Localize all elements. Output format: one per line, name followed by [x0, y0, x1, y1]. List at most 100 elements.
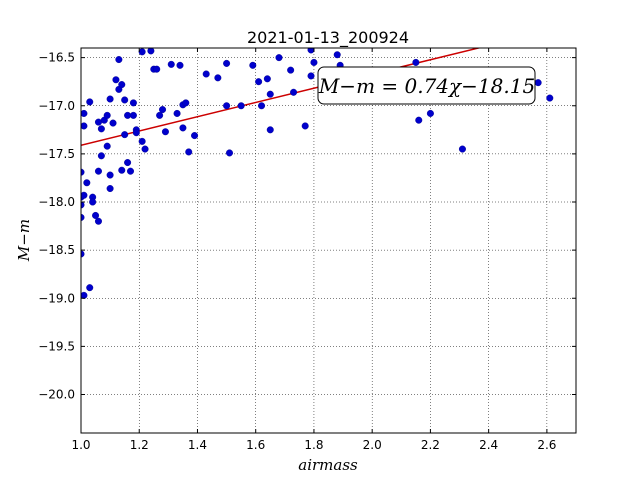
x-tick-label: 1.6: [246, 438, 265, 452]
x-tick-label: 2.0: [363, 438, 382, 452]
y-axis-ticks: −16.5 −17.0 −17.5 −18.0 −18.5 −19.0 −19.5 −20.0: [38, 51, 576, 402]
data-point: [81, 201, 85, 209]
data-point: [159, 106, 167, 114]
data-point: [106, 185, 114, 193]
data-point: [112, 76, 120, 84]
data-point: [86, 98, 94, 106]
data-point: [185, 148, 193, 156]
data-point: [161, 128, 169, 136]
y-tick-label: −16.5: [38, 51, 75, 65]
fit-annotation: M−m = 0.74χ−18.15: [317, 66, 536, 105]
data-point: [237, 102, 245, 110]
chart-title: 2021-01-13_200924: [247, 28, 409, 48]
data-point: [179, 124, 187, 132]
data-point: [287, 66, 295, 74]
data-point: [307, 72, 315, 80]
data-point: [458, 145, 466, 153]
y-axis-label: M−m: [15, 219, 33, 262]
data-point: [290, 88, 298, 96]
data-point: [156, 111, 164, 119]
data-point: [81, 109, 88, 117]
data-point: [86, 284, 94, 292]
data-point: [129, 111, 137, 119]
data-point: [129, 99, 137, 107]
data-point: [301, 122, 309, 130]
data-point: [153, 65, 161, 73]
data-points: [81, 48, 554, 299]
data-point: [97, 125, 105, 133]
annotation-text: M−m = 0.74χ−18.15: [318, 74, 535, 98]
data-point: [118, 166, 126, 174]
data-point: [103, 111, 111, 119]
data-point: [333, 51, 341, 59]
data-point: [81, 213, 85, 221]
data-point: [89, 198, 97, 206]
y-tick-label: −18.5: [38, 243, 75, 257]
data-point: [118, 81, 126, 89]
y-tick-label: −19.5: [38, 339, 75, 353]
data-point: [97, 152, 105, 160]
data-point: [92, 211, 100, 219]
data-point: [138, 137, 146, 145]
data-point: [81, 291, 88, 299]
x-tick-label: 1.4: [188, 438, 207, 452]
data-point: [173, 109, 181, 117]
x-axis-label: airmass: [298, 456, 358, 474]
data-point: [81, 168, 85, 176]
data-point: [94, 167, 102, 175]
data-point: [182, 99, 190, 107]
data-point: [176, 61, 184, 69]
data-point: [81, 250, 85, 258]
plot-area: 1.0 1.2 1.4 1.6 1.8 2.0 2.2 2.4 2.6 −16.5 −17.0 −1…: [38, 47, 577, 452]
x-tick-label: 2.6: [537, 438, 556, 452]
data-point: [223, 102, 231, 110]
data-point: [266, 90, 274, 98]
x-tick-label: 1.2: [130, 438, 149, 452]
data-point: [109, 119, 117, 127]
data-point: [83, 179, 91, 187]
data-point: [546, 94, 554, 102]
data-point: [106, 95, 114, 103]
data-point: [263, 75, 271, 83]
y-tick-label: −17.0: [38, 99, 75, 113]
data-point: [141, 145, 149, 153]
data-point: [266, 126, 274, 134]
y-tick-label: −17.5: [38, 147, 75, 161]
y-tick-label: −18.0: [38, 195, 75, 209]
data-point: [426, 109, 434, 117]
data-point: [106, 171, 114, 179]
data-point: [124, 159, 132, 167]
data-point: [81, 122, 88, 130]
data-point: [223, 59, 231, 67]
data-point: [167, 60, 175, 68]
data-point: [121, 131, 129, 139]
data-point: [275, 54, 283, 62]
x-tick-label: 2.2: [421, 438, 440, 452]
data-point: [258, 102, 266, 110]
data-point: [191, 132, 199, 140]
x-tick-label: 1.0: [71, 438, 90, 452]
x-axis-ticks: 1.0 1.2 1.4 1.6 1.8 2.0 2.2 2.4 2.6: [71, 48, 556, 452]
data-point: [202, 70, 210, 78]
data-point: [115, 56, 123, 64]
data-point: [121, 96, 129, 104]
data-point: [214, 74, 222, 82]
y-tick-label: −20.0: [38, 388, 75, 402]
x-tick-label: 1.8: [304, 438, 323, 452]
data-point: [147, 48, 155, 55]
data-point: [124, 111, 132, 119]
x-tick-label: 2.4: [479, 438, 498, 452]
data-point: [103, 142, 111, 150]
data-point: [126, 167, 134, 175]
data-point: [310, 58, 318, 66]
data-point: [249, 61, 257, 69]
plot-frame: [80, 47, 577, 434]
annotation-box: [317, 66, 536, 105]
data-point: [138, 48, 146, 56]
data-point: [94, 118, 102, 126]
data-point: [94, 217, 102, 225]
data-point: [534, 79, 542, 87]
data-point: [132, 129, 140, 137]
data-point: [225, 149, 233, 157]
